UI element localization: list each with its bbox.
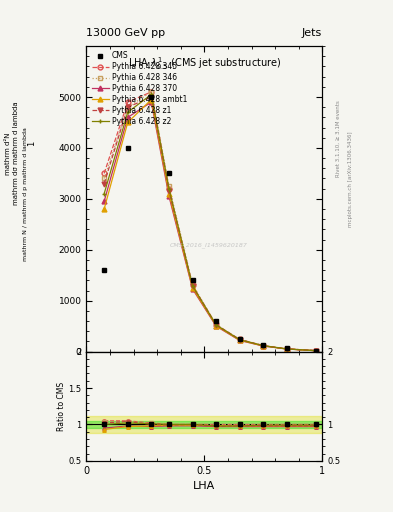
CMS	[190, 278, 195, 284]
Pythia 6.428 z2	[102, 190, 107, 197]
Line: Pythia 6.428 346: Pythia 6.428 346	[102, 90, 319, 353]
Line: Pythia 6.428 ambt1: Pythia 6.428 ambt1	[102, 97, 319, 353]
Pythia 6.428 z2	[167, 186, 171, 192]
Line: Pythia 6.428 345: Pythia 6.428 345	[102, 90, 319, 353]
Pythia 6.428 ambt1	[125, 119, 130, 125]
Pythia 6.428 345	[190, 283, 195, 289]
Pythia 6.428 ambt1	[314, 348, 319, 354]
Pythia 6.428 z2	[237, 336, 242, 343]
Pythia 6.428 z1	[261, 343, 266, 349]
Pythia 6.428 z1	[102, 181, 107, 187]
Pythia 6.428 z2	[125, 109, 130, 115]
Pythia 6.428 346	[190, 282, 195, 288]
Pythia 6.428 370	[214, 323, 219, 329]
Pythia 6.428 z1	[125, 104, 130, 110]
Pythia 6.428 370	[285, 346, 289, 352]
Text: Jets: Jets	[302, 28, 322, 38]
Pythia 6.428 370	[190, 286, 195, 292]
Pythia 6.428 370	[149, 99, 154, 105]
Pythia 6.428 ambt1	[167, 190, 171, 197]
Pythia 6.428 346	[167, 183, 171, 189]
Text: mathrm N / mathrm d p mathrm d lambda: mathrm N / mathrm d p mathrm d lambda	[23, 127, 28, 262]
Pythia 6.428 ambt1	[102, 206, 107, 212]
Pythia 6.428 z1	[237, 336, 242, 343]
Pythia 6.428 z1	[190, 284, 195, 290]
X-axis label: LHA: LHA	[193, 481, 215, 491]
Text: mathrm dσ mathrm d lambda: mathrm dσ mathrm d lambda	[13, 102, 19, 205]
Pythia 6.428 ambt1	[237, 337, 242, 343]
CMS	[237, 336, 242, 342]
Pythia 6.428 z2	[190, 283, 195, 289]
Pythia 6.428 z2	[314, 348, 319, 354]
Text: 13000 GeV pp: 13000 GeV pp	[86, 28, 165, 38]
Pythia 6.428 345	[125, 99, 130, 105]
CMS	[167, 170, 171, 177]
Text: mathrm d²N: mathrm d²N	[5, 132, 11, 175]
Pythia 6.428 z2	[285, 346, 289, 352]
Pythia 6.428 346	[261, 343, 266, 349]
Pythia 6.428 z1	[149, 94, 154, 100]
CMS	[285, 345, 289, 351]
CMS	[125, 145, 130, 151]
Pythia 6.428 370	[261, 343, 266, 349]
Text: CMS_2016_I1459620187: CMS_2016_I1459620187	[170, 242, 248, 248]
Pythia 6.428 370	[237, 337, 242, 344]
CMS	[149, 94, 154, 100]
Pythia 6.428 z1	[214, 322, 219, 328]
Pythia 6.428 z2	[149, 91, 154, 97]
Pythia 6.428 370	[102, 198, 107, 204]
Pythia 6.428 346	[285, 346, 289, 352]
CMS	[102, 267, 107, 273]
Line: CMS: CMS	[102, 95, 319, 353]
Pythia 6.428 ambt1	[214, 323, 219, 329]
Line: Pythia 6.428 z1: Pythia 6.428 z1	[102, 95, 319, 353]
Y-axis label: Ratio to CMS: Ratio to CMS	[57, 381, 66, 431]
Pythia 6.428 ambt1	[285, 346, 289, 352]
CMS	[214, 318, 219, 324]
Pythia 6.428 346	[102, 176, 107, 182]
Pythia 6.428 346	[214, 322, 219, 328]
Pythia 6.428 346	[149, 89, 154, 95]
Text: mcplots.cern.ch [arXiv:1306.3436]: mcplots.cern.ch [arXiv:1306.3436]	[348, 132, 353, 227]
Pythia 6.428 ambt1	[149, 96, 154, 102]
Pythia 6.428 z1	[314, 348, 319, 354]
Line: Pythia 6.428 370: Pythia 6.428 370	[102, 100, 319, 353]
Pythia 6.428 345	[237, 336, 242, 343]
Pythia 6.428 346	[314, 348, 319, 354]
Pythia 6.428 345	[167, 186, 171, 192]
Pythia 6.428 345	[285, 346, 289, 352]
Pythia 6.428 346	[237, 336, 242, 343]
Pythia 6.428 z1	[285, 346, 289, 352]
Legend: CMS, Pythia 6.428 345, Pythia 6.428 346, Pythia 6.428 370, Pythia 6.428 ambt1, P: CMS, Pythia 6.428 345, Pythia 6.428 346,…	[90, 50, 189, 127]
Pythia 6.428 z2	[261, 343, 266, 349]
Pythia 6.428 345	[214, 322, 219, 328]
Pythia 6.428 370	[125, 114, 130, 120]
Pythia 6.428 345	[102, 170, 107, 177]
Text: 1: 1	[27, 141, 36, 146]
Line: Pythia 6.428 z2: Pythia 6.428 z2	[102, 92, 319, 353]
CMS	[314, 348, 319, 354]
Pythia 6.428 ambt1	[261, 343, 266, 349]
CMS	[261, 342, 266, 348]
Pythia 6.428 346	[125, 104, 130, 110]
Pythia 6.428 z2	[214, 322, 219, 328]
Text: LHA $\lambda^1_{0.5}$ (CMS jet substructure): LHA $\lambda^1_{0.5}$ (CMS jet substruct…	[128, 55, 281, 72]
Pythia 6.428 ambt1	[190, 285, 195, 291]
Text: Rivet 3.1.10, ≥ 3.1M events: Rivet 3.1.10, ≥ 3.1M events	[336, 100, 341, 177]
Pythia 6.428 345	[261, 343, 266, 349]
Pythia 6.428 370	[314, 348, 319, 354]
Pythia 6.428 345	[149, 89, 154, 95]
Pythia 6.428 z1	[167, 188, 171, 194]
Pythia 6.428 345	[314, 348, 319, 354]
Pythia 6.428 370	[167, 193, 171, 199]
